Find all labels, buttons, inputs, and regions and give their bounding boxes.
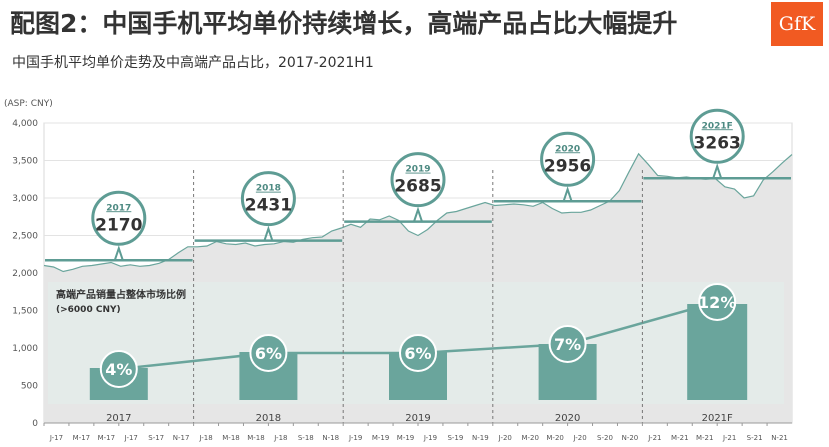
share-bubble-label: 6% xyxy=(255,344,282,363)
year-label: 2020 xyxy=(555,413,580,424)
x-tick-label: J-19 xyxy=(423,434,437,442)
share-bubble-label: 12% xyxy=(698,293,736,312)
year-label: 2019 xyxy=(405,413,430,424)
x-tick-label: S-20 xyxy=(597,434,613,442)
page-title: 配图2：中国手机平均单价持续增长，高端产品占比大幅提升 xyxy=(10,9,678,38)
y-tick-label: 2,000 xyxy=(12,269,38,279)
annual-average-spike xyxy=(263,225,274,241)
x-tick-label: M-20 xyxy=(521,434,538,442)
x-tick-label: J-17 xyxy=(124,434,138,442)
x-tick-label: N-17 xyxy=(173,434,190,442)
x-tick-label: J-18 xyxy=(273,434,287,442)
x-tick-label: M-18 xyxy=(247,434,264,442)
year-dividers xyxy=(193,170,643,423)
annual-average-bubble xyxy=(390,152,446,208)
annual-average-year: 2021F xyxy=(702,121,733,131)
x-tick-label: J-21 xyxy=(647,434,661,442)
x-tick-label: S-21 xyxy=(747,434,763,442)
high-end-panel-title: 高端产品销量占整体市场比例 xyxy=(56,288,186,301)
annual-average-value: 2956 xyxy=(544,156,591,176)
x-tick-label: J-18 xyxy=(198,434,212,442)
y-tick-label: 2,500 xyxy=(12,232,38,242)
y-tick-label: 1,000 xyxy=(12,344,38,354)
high-end-bars: 2017 2018 2019 2020 2021F xyxy=(89,304,748,424)
x-tick-label: M-17 xyxy=(98,434,115,442)
annual-average-spike xyxy=(413,206,423,222)
y-tick-label: 3,000 xyxy=(12,194,38,204)
x-tick-label: M-21 xyxy=(696,434,713,442)
annual-average-spike xyxy=(562,186,573,202)
annual-average-spike xyxy=(113,245,124,261)
x-tick-label: M-19 xyxy=(372,434,389,442)
x-tick-label: N-18 xyxy=(322,434,339,442)
share-bubble-label: 4% xyxy=(105,360,132,379)
x-tick-label: J-20 xyxy=(498,434,512,442)
year-label: 2021F xyxy=(702,413,733,424)
x-tick-label: N-20 xyxy=(622,434,639,442)
annual-average-year: 2017 xyxy=(106,203,131,213)
y-tick-label: 4,000 xyxy=(12,119,38,129)
x-tick-label: N-19 xyxy=(472,434,489,442)
share-bubble xyxy=(548,325,587,363)
annual-average-value: 2170 xyxy=(95,215,142,235)
share-bubble-label: 6% xyxy=(404,344,431,363)
share-bubbles: 4% 6% 6% 7% 12% xyxy=(99,283,737,388)
annual-average-year: 2020 xyxy=(555,144,580,154)
annual-average-spike xyxy=(712,163,723,179)
y-tick-label: 1,500 xyxy=(12,307,38,317)
year-label: 2017 xyxy=(106,413,131,424)
annual-average-lines xyxy=(45,163,791,262)
share-bubble-label: 7% xyxy=(554,335,581,354)
annual-average-year: 2019 xyxy=(405,165,430,175)
y-tick-label: 3,500 xyxy=(12,157,38,167)
year-label: 2018 xyxy=(256,413,281,424)
high-end-panel-subtitle: (>6000 CNY) xyxy=(56,305,121,315)
x-tick-label: S-18 xyxy=(298,434,314,442)
y-tick-label: 0 xyxy=(32,419,38,429)
share-bubble xyxy=(399,334,437,372)
x-tick-label: M-21 xyxy=(671,434,688,442)
x-tick-label: J-20 xyxy=(572,434,586,442)
x-tick-label: M-19 xyxy=(397,434,414,442)
annual-average-bubble xyxy=(91,190,147,246)
annual-average-bubble xyxy=(540,131,596,187)
annual-average-year: 2018 xyxy=(256,184,281,194)
share-bubble xyxy=(99,350,138,388)
x-tick-label: S-19 xyxy=(447,434,463,442)
x-tick-label: J-17 xyxy=(49,434,63,442)
annual-average-bubbles: 2017 2170 2018 2431 2019 2685 2020 2956 2021F 326… xyxy=(91,108,745,246)
x-tick-label: J-19 xyxy=(348,434,362,442)
x-tick-label: M-17 xyxy=(73,434,90,442)
x-tick-label: J-21 xyxy=(722,434,736,442)
annual-average-value: 2685 xyxy=(394,177,441,197)
share-bubble xyxy=(249,334,288,372)
axes: 4,000 3,500 3,000 2,500 2,000 1,500 1,000 500 0 J… xyxy=(12,119,792,442)
annual-average-value: 3263 xyxy=(694,133,741,153)
page-subtitle: 中国手机平均单价走势及中高端产品占比，2017-2021H1 xyxy=(12,55,374,71)
annual-average-value: 2431 xyxy=(245,196,292,216)
gfk-logo: GfK xyxy=(771,2,823,46)
y-tick-label: 500 xyxy=(21,382,38,392)
x-tick-label: M-18 xyxy=(222,434,239,442)
x-tick-label: S-17 xyxy=(148,434,164,442)
annual-average-bubble xyxy=(240,171,296,227)
y-axis-unit: (ASP: CNY) xyxy=(4,99,53,109)
annual-average-bubble xyxy=(689,108,745,164)
x-tick-label: N-21 xyxy=(771,434,788,442)
share-bubble xyxy=(698,283,737,321)
x-tick-label: M-20 xyxy=(546,434,563,442)
